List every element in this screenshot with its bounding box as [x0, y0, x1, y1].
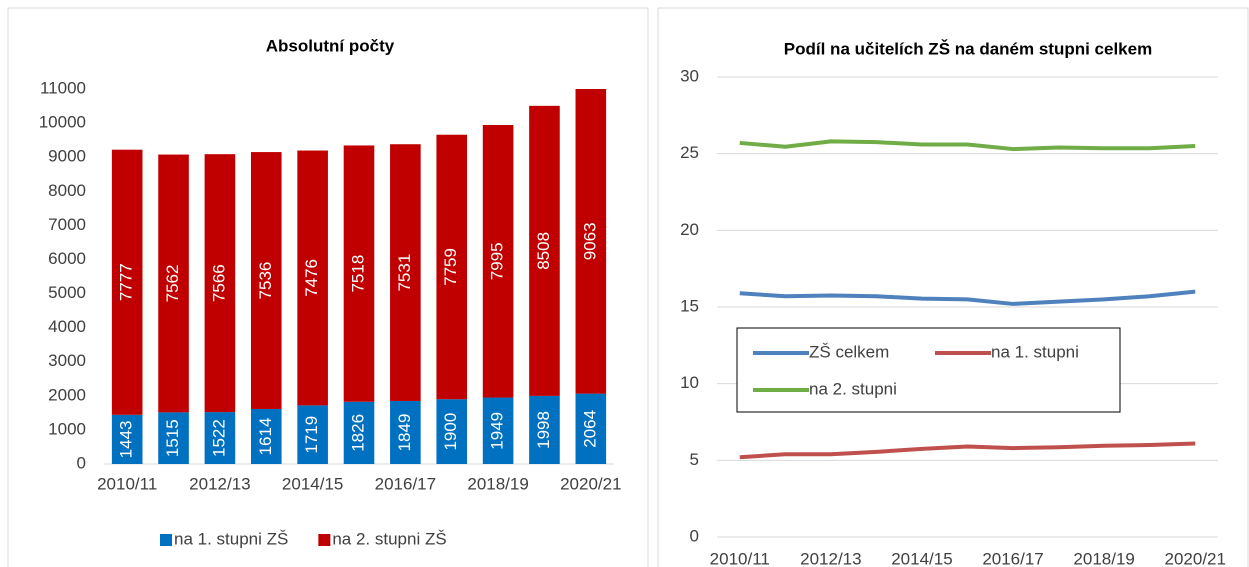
- data-label: 7536: [256, 262, 275, 300]
- data-label: 1443: [117, 420, 136, 458]
- x-tick-label: 2012/13: [189, 474, 250, 493]
- bar-segment: [529, 395, 560, 464]
- bar-segment: [575, 89, 607, 394]
- y-tick-label: 0: [77, 453, 86, 472]
- data-label: 7531: [395, 254, 414, 292]
- bar-segment: [250, 152, 282, 409]
- data-label: 1998: [534, 411, 553, 449]
- data-label: 9063: [580, 222, 599, 260]
- line-series: [739, 441, 1196, 460]
- y-tick-label: 10: [680, 373, 699, 392]
- legend-label: na 1. stupni: [991, 342, 1079, 361]
- data-label: 7518: [348, 255, 367, 293]
- x-tick-label: 2018/19: [467, 474, 528, 493]
- x-tick-label: 2012/13: [800, 549, 861, 567]
- data-label: 7476: [302, 259, 321, 297]
- y-tick-label: 4000: [48, 317, 86, 336]
- legend-label: na 2. stupni ZŠ: [332, 529, 446, 548]
- data-label: 7562: [163, 265, 182, 303]
- bar-segment: [111, 414, 143, 464]
- legend-label: na 2. stupni: [809, 379, 897, 398]
- y-tick-label: 7000: [48, 215, 86, 234]
- bar-segment: [436, 134, 468, 400]
- bar-segment: [204, 154, 236, 413]
- bar-segment: [343, 145, 375, 402]
- legend-swatch: [160, 534, 172, 546]
- line-series: [739, 139, 1196, 152]
- x-tick-label: 2014/15: [891, 549, 952, 567]
- data-label: 1900: [441, 413, 460, 451]
- data-label: 7566: [209, 264, 228, 302]
- y-tick-label: 1000: [48, 419, 86, 438]
- chart-title: Podíl na učitelích ZŠ na daném stupni ce…: [784, 39, 1152, 58]
- bar-segment: [297, 405, 328, 464]
- bar-segment: [575, 393, 607, 464]
- data-label: 1522: [209, 419, 228, 457]
- y-tick-label: 9000: [48, 147, 86, 166]
- chart-title: Absolutní počty: [266, 36, 395, 55]
- data-label: 1614: [256, 418, 275, 456]
- bar-segment: [343, 401, 375, 464]
- y-tick-label: 0: [690, 526, 699, 545]
- y-tick-label: 2000: [48, 385, 86, 404]
- x-tick-label: 2018/19: [1073, 549, 1134, 567]
- legend-label: na 1. stupni ZŠ: [174, 529, 288, 548]
- x-tick-label: 2010/11: [97, 474, 157, 493]
- data-label: 1949: [488, 412, 507, 450]
- bar-segment: [390, 144, 421, 401]
- bar-segment: [158, 412, 189, 464]
- x-tick-label: 2020/21: [560, 474, 621, 493]
- data-label: 7759: [441, 248, 460, 286]
- bar-segment: [158, 154, 189, 413]
- y-tick-label: 5000: [48, 283, 86, 302]
- bar-segment: [436, 399, 468, 464]
- bar-segment: [390, 400, 421, 464]
- panel-right: [657, 7, 1249, 567]
- y-tick-label: 25: [680, 143, 699, 162]
- bar-segment: [204, 412, 236, 464]
- legend-swatch: [318, 534, 331, 546]
- data-label: 1849: [395, 414, 414, 452]
- legend-box: [736, 327, 1121, 413]
- data-label: 1719: [302, 416, 321, 454]
- data-label: 1826: [348, 414, 367, 452]
- bar-segment: [111, 149, 143, 415]
- data-label: 7995: [488, 242, 507, 280]
- data-label: 8508: [534, 232, 553, 270]
- data-label: 2064: [580, 410, 599, 448]
- y-tick-label: 20: [680, 220, 699, 239]
- line-series: [739, 289, 1196, 306]
- data-label: 7777: [117, 263, 136, 301]
- y-tick-label: 5: [690, 450, 699, 469]
- y-tick-label: 8000: [48, 181, 86, 200]
- x-tick-label: 2016/17: [375, 474, 436, 493]
- x-tick-label: 2010/11: [710, 549, 770, 567]
- bar-segment: [482, 125, 514, 398]
- y-tick-label: 30: [680, 66, 699, 85]
- bars: [111, 89, 607, 464]
- y-tick-label: 3000: [48, 351, 86, 370]
- bar-segment: [529, 105, 560, 396]
- y-tick-label: 15: [680, 296, 699, 315]
- x-tick-label: 2016/17: [982, 549, 1043, 567]
- y-tick-label: 6000: [48, 249, 86, 268]
- bar-segment: [482, 397, 514, 464]
- y-tick-label: 11000: [40, 78, 86, 97]
- x-tick-label: 2020/21: [1165, 549, 1226, 567]
- bar-segment: [250, 408, 282, 464]
- panel-left: [7, 7, 649, 567]
- y-tick-label: 10000: [39, 113, 86, 132]
- bar-segment: [297, 150, 328, 406]
- x-tick-label: 2014/15: [282, 474, 343, 493]
- data-label: 1515: [163, 419, 182, 457]
- legend-label: ZŠ celkem: [809, 342, 889, 361]
